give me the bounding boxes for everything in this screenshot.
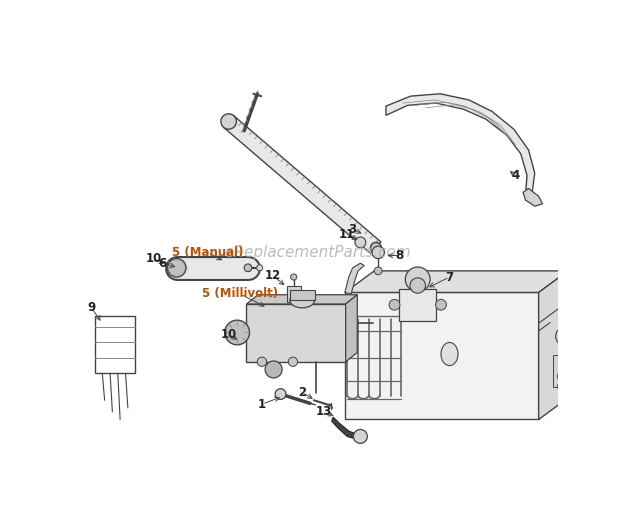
Circle shape <box>371 242 381 253</box>
Circle shape <box>435 300 446 310</box>
Text: 10: 10 <box>145 252 162 265</box>
Ellipse shape <box>290 292 314 308</box>
Text: 7: 7 <box>445 270 454 284</box>
Text: 12: 12 <box>265 269 281 282</box>
Polygon shape <box>345 271 568 292</box>
Circle shape <box>265 361 282 378</box>
Circle shape <box>257 265 263 271</box>
Text: 8: 8 <box>395 249 403 262</box>
FancyBboxPatch shape <box>554 355 569 387</box>
Polygon shape <box>286 286 301 302</box>
Ellipse shape <box>556 329 565 343</box>
Circle shape <box>224 320 249 345</box>
Circle shape <box>374 267 382 275</box>
Polygon shape <box>386 94 534 196</box>
Polygon shape <box>523 188 542 206</box>
Text: 4: 4 <box>512 169 520 182</box>
Circle shape <box>167 259 186 277</box>
Text: 3: 3 <box>348 223 356 236</box>
Circle shape <box>288 357 298 367</box>
Polygon shape <box>332 417 356 439</box>
Circle shape <box>410 278 425 293</box>
Polygon shape <box>290 290 314 300</box>
Polygon shape <box>247 295 357 304</box>
Text: 5 (Millivolt): 5 (Millivolt) <box>202 287 278 301</box>
Polygon shape <box>539 271 568 419</box>
Text: 10: 10 <box>221 328 237 342</box>
Text: 2: 2 <box>298 386 306 399</box>
Circle shape <box>372 246 384 259</box>
Circle shape <box>291 274 297 280</box>
Text: eReplacementParts.com: eReplacementParts.com <box>224 245 411 260</box>
Polygon shape <box>345 263 365 294</box>
Circle shape <box>275 389 286 399</box>
Polygon shape <box>345 292 539 419</box>
Text: 9: 9 <box>87 302 95 314</box>
Ellipse shape <box>441 343 458 366</box>
Polygon shape <box>399 289 436 321</box>
Polygon shape <box>335 323 345 350</box>
Text: 5 (Manual): 5 (Manual) <box>172 246 244 259</box>
Circle shape <box>557 382 565 390</box>
Circle shape <box>389 300 400 310</box>
Circle shape <box>244 264 252 272</box>
Text: 13: 13 <box>316 406 332 418</box>
Circle shape <box>405 267 430 292</box>
Circle shape <box>557 373 565 380</box>
Text: 1: 1 <box>258 398 266 411</box>
Circle shape <box>353 430 367 443</box>
Text: 6: 6 <box>159 257 167 270</box>
Circle shape <box>221 114 236 129</box>
Circle shape <box>257 357 267 367</box>
Polygon shape <box>346 295 357 362</box>
Polygon shape <box>224 116 381 253</box>
Circle shape <box>355 237 366 248</box>
Text: 11: 11 <box>339 228 355 241</box>
Polygon shape <box>247 304 346 362</box>
